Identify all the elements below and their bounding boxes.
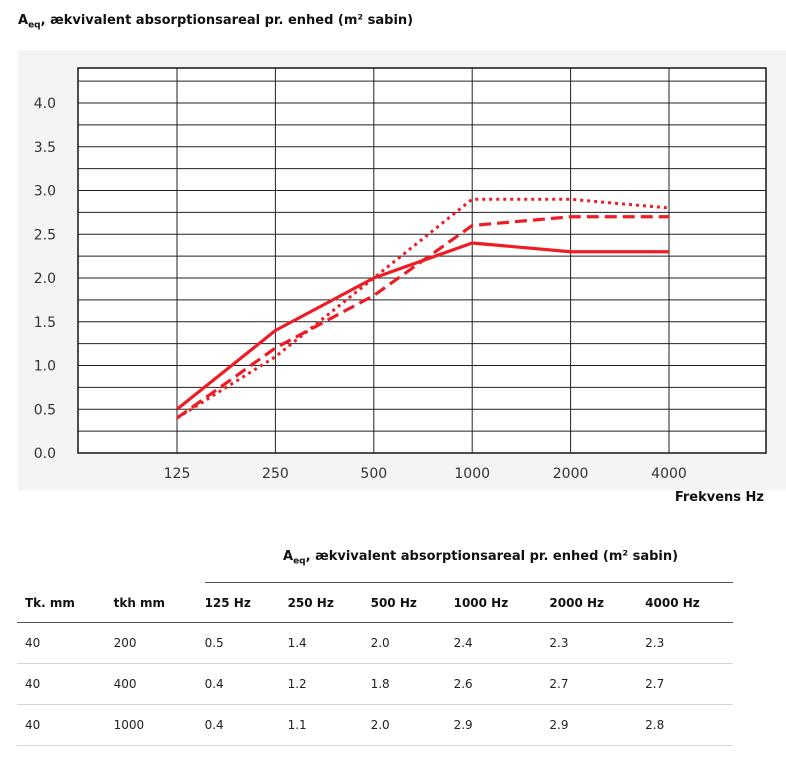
header-250: 250 Hz	[279, 584, 363, 623]
chart-title-text: ækvivalent absorptionsareal pr. enhed (m…	[50, 13, 414, 28]
absorption-table: Tk. mm tkh mm 125 Hz 250 Hz 500 Hz 1000 …	[17, 584, 733, 746]
table-header-row: Tk. mm tkh mm 125 Hz 250 Hz 500 Hz 1000 …	[17, 584, 733, 623]
table-header-rule	[205, 582, 733, 583]
y-tick-label: 3.0	[34, 184, 56, 200]
x-tick-label: 500	[360, 466, 387, 482]
table-cell: 2.9	[445, 704, 542, 746]
plot-frame	[77, 67, 767, 454]
y-tick-label: 1.5	[34, 315, 56, 331]
table-cell: 0.4	[196, 663, 280, 705]
x-tick-label: 4000	[651, 466, 687, 482]
y-tick-label: 1.0	[34, 359, 56, 375]
chart-title-symbol: A	[18, 13, 29, 28]
table-cell: 40	[17, 622, 106, 664]
x-tick-label: 125	[164, 466, 191, 482]
table-cell: 2.0	[362, 622, 446, 664]
table-cell: 1000	[105, 704, 197, 746]
table-cell: 2.0	[362, 704, 446, 746]
table-cell: 1.4	[279, 622, 363, 664]
table-cell: 2.4	[445, 622, 542, 664]
table-caption: Aeq, ækvivalent absorptionsareal pr. enh…	[283, 549, 678, 567]
chart-title: Aeq, ækvivalent absorptionsareal pr. enh…	[18, 13, 413, 31]
y-tick-label: 3.5	[34, 140, 56, 156]
header-500: 500 Hz	[362, 584, 446, 623]
table-row: 40 200 0.5 1.4 2.0 2.4 2.3 2.3	[17, 622, 733, 664]
x-axis-label: Frekvens Hz	[674, 490, 764, 505]
table-cell: 2.8	[637, 704, 733, 746]
table-caption-text: , ækvivalent absorptionsareal pr. enhed …	[305, 549, 679, 564]
x-tick-label: 250	[262, 466, 289, 482]
table-cell: 2.9	[541, 704, 638, 746]
table-cell: 40	[17, 663, 106, 705]
chart-svg: 0.0 0.5 1.0 1.5 2.0 2.5 3.0 3.5 4.0 125 250 500 1000…	[34, 67, 767, 482]
header-tkh: tkh mm	[105, 584, 197, 623]
table-caption-subscript: eq	[293, 556, 306, 567]
table-cell: 2.7	[637, 663, 733, 705]
y-tick-label: 0.5	[34, 402, 56, 418]
series-line-dashed	[176, 215, 669, 420]
header-125: 125 Hz	[196, 584, 280, 623]
x-tick-label: 2000	[553, 466, 589, 482]
chart-title-sep: ,	[40, 13, 46, 28]
table-cell: 1.1	[279, 704, 363, 746]
table-cell: 200	[105, 622, 197, 664]
y-tick-label: 4.0	[34, 96, 56, 112]
table-row: 40 1000 0.4 1.1 2.0 2.9 2.9 2.8	[17, 704, 733, 746]
header-2000: 2000 Hz	[541, 584, 638, 623]
table-row: 40 400 0.4 1.2 1.8 2.6 2.7 2.7	[17, 663, 733, 705]
table-cell: 0.5	[196, 622, 280, 664]
table-cell: 0.4	[196, 704, 280, 746]
y-tick-label: 0.0	[34, 446, 56, 462]
header-tk: Tk. mm	[17, 584, 106, 623]
plot-panel: 0.0 0.5 1.0 1.5 2.0 2.5 3.0 3.5 4.0 125 250 500 1000…	[18, 50, 786, 490]
table-cell: 2.6	[445, 663, 542, 705]
table-cell: 1.2	[279, 663, 363, 705]
y-tick-label: 2.0	[34, 271, 56, 287]
x-tick-label: 1000	[454, 466, 490, 482]
table-cell: 1.8	[362, 663, 446, 705]
header-4000: 4000 Hz	[637, 584, 733, 623]
table-cell: 40	[17, 704, 106, 746]
table-cell: 400	[105, 663, 197, 705]
table-caption-symbol: A	[283, 549, 294, 564]
y-tick-label: 2.5	[34, 227, 56, 243]
chart-title-subscript: eq	[28, 20, 41, 31]
header-1000: 1000 Hz	[445, 584, 542, 623]
table-cell: 2.3	[637, 622, 733, 664]
table-cell: 2.7	[541, 663, 638, 705]
table-cell: 2.3	[541, 622, 638, 664]
